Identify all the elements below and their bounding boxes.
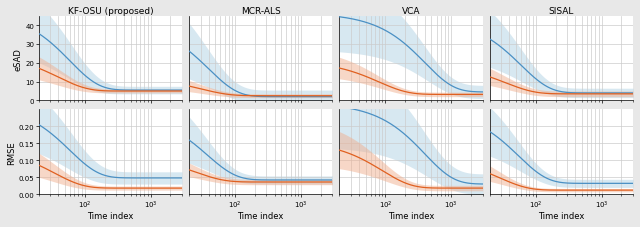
X-axis label: Time index: Time index	[87, 211, 134, 220]
X-axis label: Time index: Time index	[388, 211, 434, 220]
Title: VCA: VCA	[402, 7, 420, 16]
Title: MCR-ALS: MCR-ALS	[241, 7, 280, 16]
X-axis label: Time index: Time index	[237, 211, 284, 220]
Title: KF-OSU (proposed): KF-OSU (proposed)	[68, 7, 153, 16]
Y-axis label: eSAD: eSAD	[13, 47, 22, 70]
Title: SISAL: SISAL	[548, 7, 574, 16]
Y-axis label: RMSE: RMSE	[7, 141, 16, 164]
X-axis label: Time index: Time index	[538, 211, 584, 220]
